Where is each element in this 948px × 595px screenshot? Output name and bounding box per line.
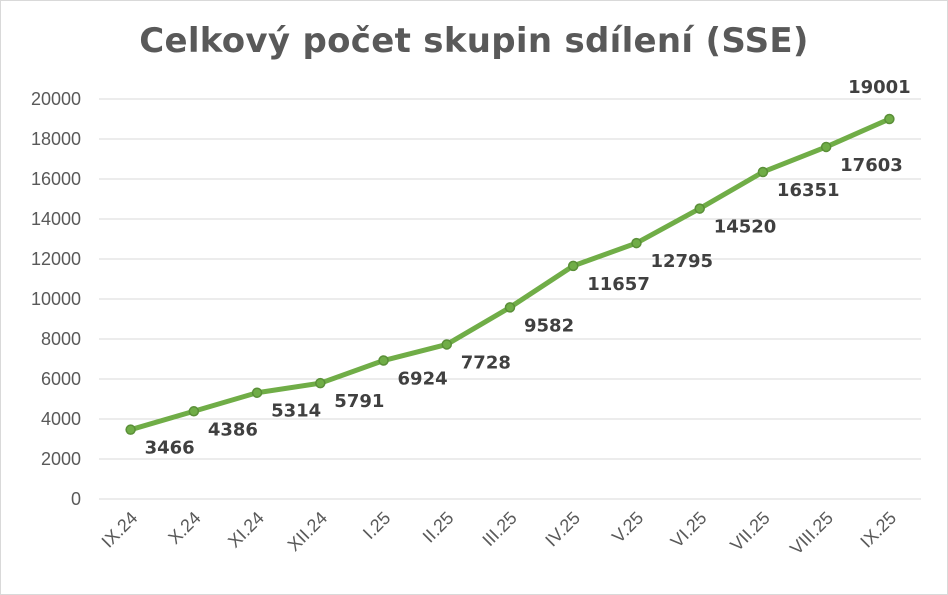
data-label: 3466: [145, 438, 195, 459]
x-tick-label: X.24: [164, 508, 204, 548]
x-tick-label: III.25: [478, 508, 520, 550]
data-point: [251, 387, 263, 398]
x-tick-label: V.25: [608, 508, 647, 547]
y-tick-label: 20000: [31, 89, 81, 109]
data-point: [315, 377, 326, 389]
y-tick-label: 12000: [31, 249, 81, 269]
y-tick-label: 14000: [31, 209, 81, 229]
y-tick-label: 18000: [31, 129, 81, 149]
x-tick-label: XI.24: [224, 508, 268, 552]
data-point: [125, 424, 136, 435]
data-label: 9582: [524, 315, 574, 336]
data-point: [757, 166, 769, 178]
data-label: 6924: [398, 369, 448, 390]
data-label: 19001: [848, 77, 911, 98]
data-label: 11657: [587, 274, 650, 295]
x-tick-label: IX.25: [856, 508, 900, 552]
data-label: 7728: [461, 352, 511, 373]
x-tick-label: II.25: [419, 508, 458, 547]
x-tick-label: XII.24: [284, 508, 331, 555]
data-point: [378, 355, 389, 366]
y-tick-label: 0: [71, 489, 81, 509]
chart-title: Celkový počet skupin sdílení (SSE): [139, 21, 809, 61]
data-point: [441, 339, 453, 350]
x-tick-label: IV.25: [541, 508, 584, 551]
y-tick-label: 4000: [41, 409, 81, 429]
data-label: 5314: [271, 401, 321, 422]
data-point: [884, 113, 895, 125]
y-tick-label: 8000: [41, 329, 81, 349]
data-label: 4386: [208, 419, 258, 440]
data-label: 5791: [334, 391, 384, 412]
x-tick-label: VI.25: [667, 508, 711, 552]
data-point: [188, 406, 200, 417]
y-tick-label: 6000: [41, 369, 81, 389]
data-point: [567, 260, 579, 272]
data-label: 17603: [840, 155, 903, 176]
data-point: [631, 237, 642, 249]
x-tick-label: I.25: [359, 508, 394, 543]
x-tick-label: VII.25: [726, 508, 773, 555]
y-tick-label: 16000: [31, 169, 81, 189]
data-label: 12795: [650, 251, 713, 272]
data-point: [694, 203, 705, 214]
series-line: [128, 116, 892, 433]
data-point: [820, 141, 832, 153]
y-tick-label: 10000: [31, 289, 81, 309]
x-tick-label: IX.24: [98, 508, 142, 552]
data-point: [504, 302, 516, 313]
data-label: 16351: [777, 180, 840, 201]
data-label: 14520: [714, 217, 777, 238]
y-tick-label: 2000: [41, 449, 81, 469]
x-tick-label: VIII.25: [786, 508, 837, 559]
